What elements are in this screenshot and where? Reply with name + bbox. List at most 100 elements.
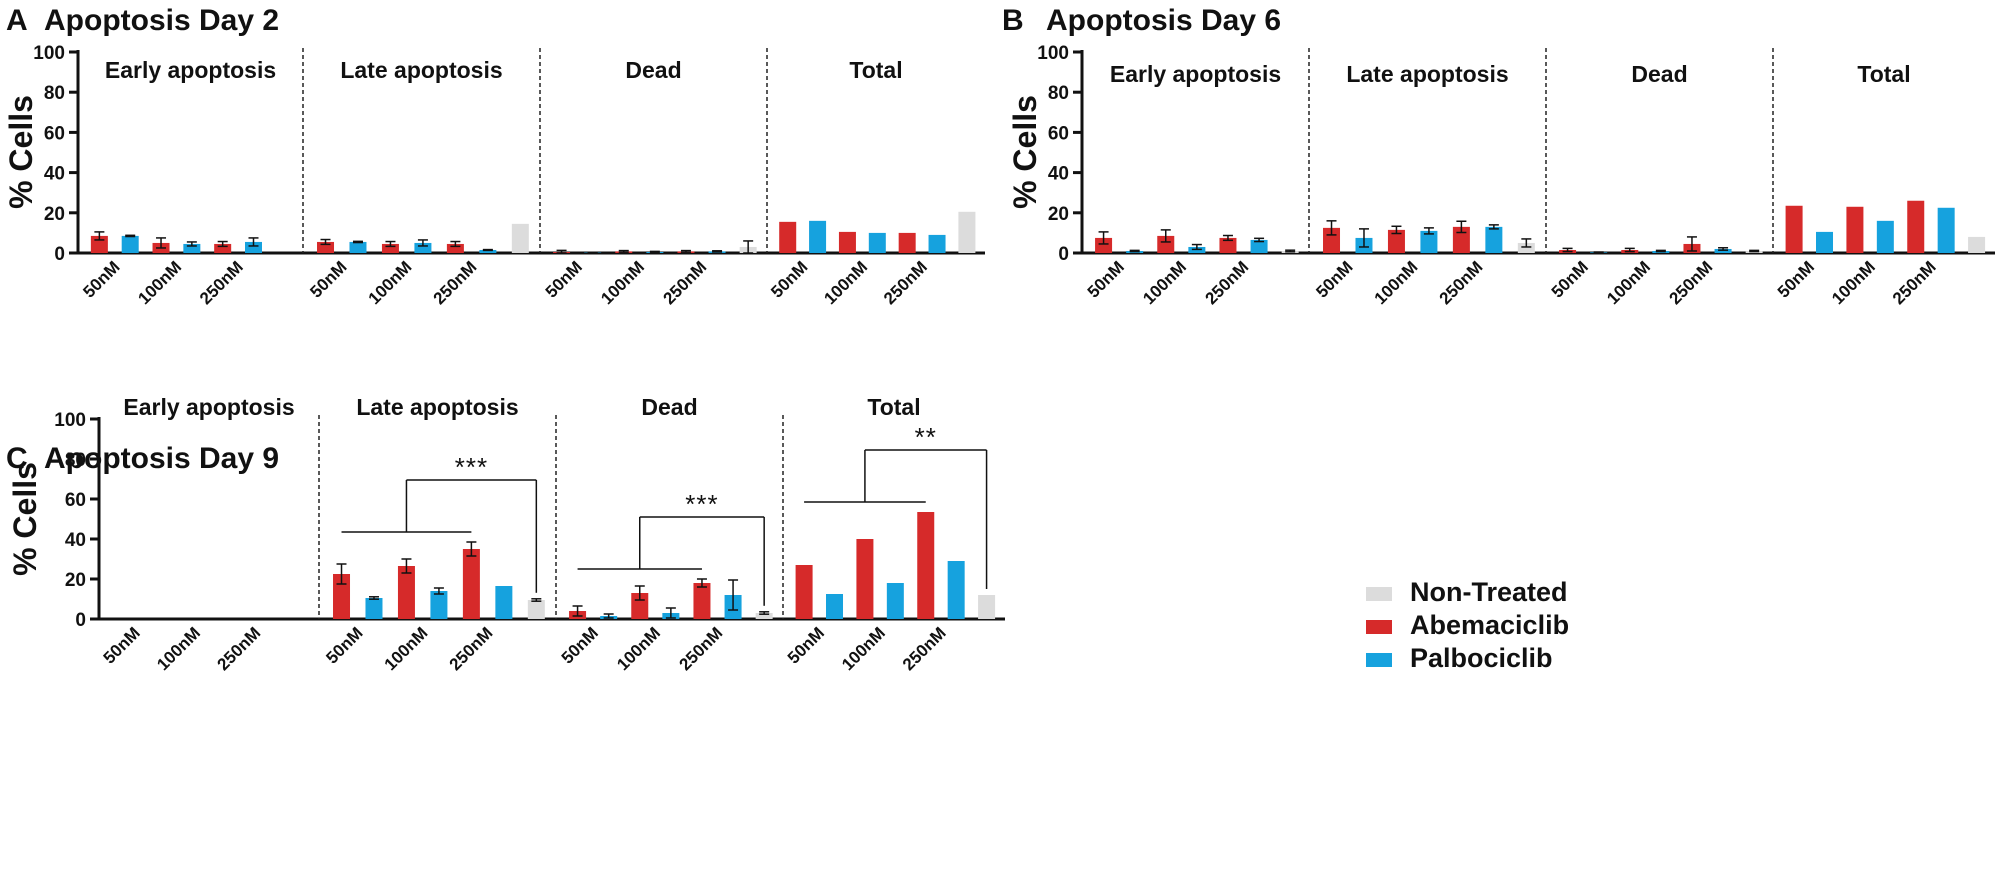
bar-abemaciclib: [1095, 237, 1113, 253]
y-tick-label: 40: [65, 530, 86, 551]
bar-abemaciclib: [333, 574, 351, 619]
y-tick-label: 0: [75, 610, 86, 631]
panel-c-letter: C: [6, 442, 28, 475]
group-label: Total: [1857, 61, 1910, 87]
bar-palbociclib: [886, 583, 904, 619]
bar-abemaciclib: [214, 243, 232, 253]
bar-palbociclib: [1816, 231, 1834, 253]
legend-swatch-abemaciclib: [1366, 620, 1392, 634]
legend-label-abemaciclib: Abemaciclib: [1410, 610, 1569, 640]
y-tick-label: 100: [1037, 43, 1069, 64]
panel-b-letter: B: [1002, 4, 1024, 37]
group-label: Late apoptosis: [356, 394, 518, 420]
x-tick-label: 100nM: [820, 257, 871, 308]
bar-abemaciclib: [1907, 200, 1925, 253]
y-axis-label: % Cells: [1007, 95, 1043, 209]
x-tick-label: 250nM: [196, 257, 247, 308]
legend-label-palbociclib: Palbociclib: [1410, 643, 1553, 673]
bar-palbociclib: [826, 594, 844, 619]
y-tick-label: 100: [54, 410, 86, 431]
y-tick-label: 20: [1048, 204, 1069, 225]
y-tick-label: 20: [44, 204, 65, 225]
bar-abemaciclib: [1452, 226, 1470, 253]
bar-palbociclib: [868, 232, 886, 253]
bar-abemaciclib: [898, 232, 916, 253]
y-axis-label: % Cells: [7, 462, 43, 576]
x-tick-label: 50nM: [1312, 257, 1356, 301]
bar-palbociclib: [365, 598, 383, 619]
x-tick-label: 100nM: [1828, 257, 1879, 308]
x-tick-label: 50nM: [100, 623, 144, 667]
bar-palbociclib: [1485, 226, 1503, 253]
y-tick-label: 40: [1048, 164, 1069, 185]
bar-abemaciclib: [917, 512, 935, 619]
group-label: Early apoptosis: [105, 57, 276, 83]
bar-abemaciclib: [317, 241, 335, 253]
x-tick-label: 100nM: [1603, 257, 1654, 308]
significance-label: ***: [455, 452, 488, 482]
bar-abemaciclib: [1323, 227, 1341, 253]
x-tick-label: 50nM: [79, 257, 123, 301]
bar-palbociclib: [183, 243, 201, 253]
bar-palbociclib: [928, 234, 946, 253]
bar-abemaciclib: [1219, 237, 1237, 253]
x-tick-label: 250nM: [880, 257, 931, 308]
y-tick-label: 60: [65, 490, 86, 511]
x-tick-label: 50nM: [542, 257, 586, 301]
x-tick-label: 50nM: [784, 623, 828, 667]
bar-palbociclib: [1937, 207, 1955, 253]
bar-non-treated: [1517, 242, 1535, 253]
x-tick-label: 250nM: [675, 623, 726, 674]
legend-swatch-palbociclib: [1366, 653, 1392, 667]
x-tick-label: 100nM: [365, 257, 416, 308]
panel-c: C Apoptosis Day 9 % Cells 0 20 40 60 80 100 Ear…: [6, 394, 1005, 674]
x-tick-label: 50nM: [1548, 257, 1592, 301]
x-tick-label: 100nM: [838, 623, 889, 674]
bar-abemaciclib: [462, 549, 480, 619]
legend-label-non-treated: Non-Treated: [1410, 577, 1568, 607]
bar-palbociclib: [430, 591, 448, 619]
bar-palbociclib: [947, 561, 965, 619]
panel-b-title: Apoptosis Day 6: [1046, 4, 1281, 37]
significance-label: **: [915, 422, 937, 452]
bar-palbociclib: [121, 235, 139, 253]
bar-non-treated: [527, 600, 545, 619]
bar-non-treated: [1968, 236, 1986, 253]
bar-palbociclib: [1250, 239, 1268, 253]
x-tick-label: 250nM: [214, 623, 265, 674]
y-tick-label: 60: [1048, 123, 1069, 144]
x-tick-label: 250nM: [899, 623, 950, 674]
x-tick-label: 50nM: [558, 623, 602, 667]
bar-non-treated: [958, 211, 976, 253]
panel-a-title: Apoptosis Day 2: [44, 4, 279, 37]
y-tick-label: 0: [1058, 244, 1069, 265]
x-tick-label: 50nM: [306, 257, 350, 301]
bar-abemaciclib: [446, 243, 464, 253]
group-label: Early apoptosis: [123, 394, 294, 420]
bar-palbociclib: [495, 586, 513, 619]
group-label: Early apoptosis: [1110, 61, 1281, 87]
x-tick-label: 250nM: [430, 257, 481, 308]
x-tick-label: 100nM: [153, 623, 204, 674]
y-tick-label: 80: [1048, 83, 1069, 104]
bar-abemaciclib: [795, 565, 813, 619]
y-tick-label: 60: [44, 123, 65, 144]
bar-abemaciclib: [397, 566, 415, 619]
x-tick-label: 250nM: [1665, 257, 1716, 308]
x-tick-label: 50nM: [1084, 257, 1128, 301]
bar-abemaciclib: [1846, 206, 1864, 253]
group-label: Late apoptosis: [340, 57, 502, 83]
x-tick-label: 100nM: [613, 623, 664, 674]
x-tick-label: 250nM: [1889, 257, 1940, 308]
x-tick-label: 50nM: [322, 623, 366, 667]
bar-palbociclib: [245, 241, 262, 253]
x-tick-label: 250nM: [446, 623, 497, 674]
group-label: Dead: [1631, 61, 1687, 87]
x-tick-label: 250nM: [1201, 257, 1252, 308]
bar-palbociclib: [1714, 248, 1732, 253]
x-tick-label: 50nM: [767, 257, 811, 301]
bar-abemaciclib: [1785, 205, 1803, 253]
panel-a-letter: A: [6, 4, 28, 37]
x-tick-label: 100nM: [1139, 257, 1190, 308]
